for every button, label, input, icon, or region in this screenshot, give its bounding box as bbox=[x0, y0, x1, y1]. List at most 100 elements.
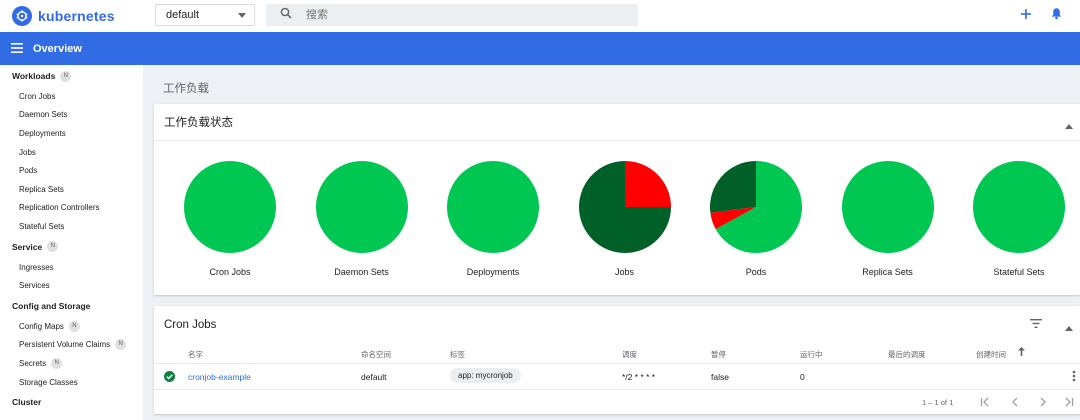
chevron-up-icon[interactable] bbox=[1065, 120, 1073, 132]
sidebar-item-label: Secrets bbox=[19, 358, 47, 368]
pie-chart-cron-jobs bbox=[184, 161, 276, 253]
cronjob-active: 0 bbox=[800, 372, 805, 382]
pie-slice-running bbox=[973, 161, 1065, 253]
sidebar-item-pods[interactable]: Pods bbox=[19, 166, 38, 176]
sidebar-item-replica-sets[interactable]: Replica Sets bbox=[19, 184, 64, 194]
sidebar-section-cluster[interactable]: Cluster bbox=[0, 391, 143, 413]
sidebar-item-pvc[interactable]: Persistent Volume Claims N bbox=[0, 336, 143, 355]
namespaced-badge: N bbox=[51, 357, 63, 369]
pie-chart-deployments bbox=[447, 161, 539, 253]
column-header-last-schedule: 最后的调度 bbox=[888, 350, 926, 359]
sidebar-section-label: Service bbox=[12, 241, 43, 252]
kubernetes-logo-icon bbox=[12, 6, 32, 26]
caret-down-icon bbox=[238, 13, 246, 18]
plus-icon[interactable] bbox=[1020, 7, 1032, 25]
sidebar-item-config-maps[interactable]: Config Maps N bbox=[0, 317, 143, 336]
pie-label: Stateful Sets bbox=[993, 267, 1045, 277]
namespaced-badge: N bbox=[68, 320, 80, 332]
pie-label: Cron Jobs bbox=[209, 267, 251, 277]
more-vert-icon[interactable] bbox=[1072, 370, 1076, 384]
table-row[interactable]: cronjob-example default app: mycronjob *… bbox=[154, 364, 1080, 390]
pie-label: Deployments bbox=[466, 267, 520, 277]
page-title: 工作负载 bbox=[163, 83, 209, 95]
sidebar-section-label: Cluster bbox=[12, 397, 42, 408]
sidebar-item-stateful-sets[interactable]: Stateful Sets bbox=[19, 221, 65, 231]
namespace-value: default bbox=[166, 9, 200, 21]
workload-status-card: 工作负载状态 Cron Jobs Daemon Sets Deployments Jo… bbox=[154, 104, 1080, 295]
menu-icon[interactable] bbox=[11, 40, 23, 58]
search-bar[interactable] bbox=[266, 4, 638, 26]
column-header-created[interactable]: 创建时间 bbox=[976, 350, 1006, 359]
pie-slice-running bbox=[315, 161, 408, 253]
pagination-range: 1 – 1 of 1 bbox=[922, 398, 954, 407]
app-title: kubernetes bbox=[38, 8, 115, 24]
top-bar: kubernetes default bbox=[0, 0, 1080, 32]
sidebar-section-workloads[interactable]: Workloads N bbox=[0, 65, 143, 87]
first-page-icon[interactable] bbox=[980, 397, 990, 409]
brand[interactable]: kubernetes bbox=[12, 6, 152, 26]
pie-slice-failed bbox=[624, 161, 671, 207]
pagination: 1 – 1 of 1 bbox=[154, 393, 1080, 413]
column-header-name[interactable]: 名字 bbox=[188, 350, 203, 359]
page-header: Overview bbox=[0, 32, 1080, 65]
header-title: Overview bbox=[33, 42, 82, 55]
filter-icon[interactable] bbox=[1030, 319, 1042, 331]
last-page-icon[interactable] bbox=[1064, 397, 1074, 409]
pie-chart-pods bbox=[710, 161, 802, 253]
card-header: Cron Jobs bbox=[154, 306, 1080, 343]
sidebar-item-jobs[interactable]: Jobs bbox=[19, 147, 36, 157]
previous-page-icon[interactable] bbox=[1010, 397, 1020, 409]
card-title: Cron Jobs bbox=[164, 318, 217, 331]
status-pie-charts: Cron Jobs Daemon Sets Deployments Jobs Pods R… bbox=[154, 144, 1080, 294]
pie-slice-running bbox=[447, 161, 539, 253]
table-header: 名字 命名空间 标签 调度 暂停 运行中 最后的调度 创建时间 bbox=[154, 344, 1080, 364]
pie-chart-daemon-sets bbox=[315, 161, 408, 253]
sidebar-item-cron-jobs[interactable]: Cron Jobs bbox=[19, 91, 56, 101]
cronjob-schedule: */2 * * * * bbox=[622, 372, 656, 382]
namespaced-badge: N bbox=[60, 70, 72, 82]
sidebar-section-config-storage[interactable]: Config and Storage bbox=[0, 295, 143, 317]
sidebar-item-label: Persistent Volume Claims bbox=[19, 340, 111, 350]
card-header: 工作负载状态 bbox=[154, 104, 1080, 141]
bell-icon[interactable] bbox=[1050, 7, 1063, 25]
column-header-labels: 标签 bbox=[450, 350, 465, 359]
sidebar-section-label: Config and Storage bbox=[12, 300, 91, 311]
pie-chart-stateful-sets bbox=[973, 161, 1065, 253]
chevron-up-icon[interactable] bbox=[1065, 322, 1073, 334]
success-check-icon bbox=[164, 371, 175, 384]
column-header-schedule: 调度 bbox=[622, 350, 637, 359]
pie-slice-running bbox=[184, 161, 276, 253]
cronjob-namespace: default bbox=[361, 372, 387, 382]
next-page-icon[interactable] bbox=[1038, 397, 1048, 409]
namespace-select[interactable]: default bbox=[155, 4, 255, 26]
column-header-active: 运行中 bbox=[800, 350, 823, 359]
sidebar-item-storage-classes[interactable]: Storage Classes bbox=[0, 373, 143, 392]
sidebar-section-label: Workloads bbox=[12, 71, 56, 81]
sidebar-item-label: Storage Classes bbox=[19, 377, 78, 387]
label-chip: app: mycronjob bbox=[450, 368, 521, 383]
sidebar: Workloads N Cron Jobs Daemon Sets Deploy… bbox=[0, 65, 143, 420]
pie-slice-succeeded bbox=[578, 161, 671, 253]
column-header-namespace[interactable]: 命名空间 bbox=[361, 350, 391, 359]
pie-slice-running bbox=[715, 161, 802, 253]
sidebar-section-service[interactable]: Service N bbox=[0, 236, 143, 258]
sidebar-item-daemon-sets[interactable]: Daemon Sets bbox=[19, 110, 68, 120]
pie-slice-failed bbox=[710, 207, 756, 230]
sidebar-item-services[interactable]: Services bbox=[19, 281, 50, 291]
pie-label: Jobs bbox=[614, 267, 634, 277]
search-input[interactable] bbox=[306, 9, 606, 21]
pie-label: Pods bbox=[745, 267, 767, 277]
cron-jobs-card: Cron Jobs 名字 命名空间 标签 调度 暂停 运行中 最后的调度 创建时… bbox=[154, 306, 1080, 414]
sidebar-item-replication-controllers[interactable]: Replication Controllers bbox=[19, 203, 100, 213]
namespaced-badge: N bbox=[115, 339, 127, 351]
sidebar-item-deployments[interactable]: Deployments bbox=[19, 128, 66, 138]
sort-arrow-up-icon[interactable] bbox=[1018, 347, 1025, 358]
sidebar-item-secrets[interactable]: Secrets N bbox=[0, 354, 143, 373]
pie-slice-running bbox=[841, 161, 934, 253]
search-icon bbox=[280, 6, 292, 24]
sidebar-item-ingresses[interactable]: Ingresses bbox=[19, 262, 54, 272]
cronjob-name-link[interactable]: cronjob-example bbox=[188, 372, 251, 382]
pie-label: Replica Sets bbox=[862, 267, 913, 277]
namespaced-badge: N bbox=[47, 241, 59, 253]
pie-slice-succeeded bbox=[710, 161, 756, 213]
